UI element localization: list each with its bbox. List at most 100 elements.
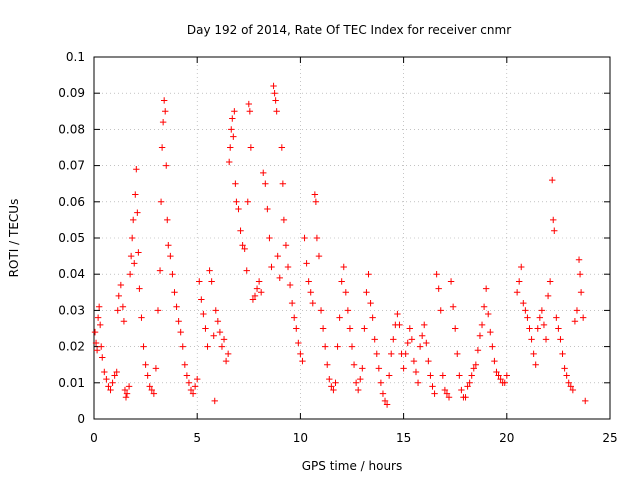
data-point xyxy=(183,372,191,379)
data-point xyxy=(532,361,539,368)
data-point xyxy=(165,242,172,249)
data-point xyxy=(544,292,552,300)
data-point xyxy=(394,310,401,318)
data-point xyxy=(571,318,579,325)
data-point xyxy=(447,278,455,285)
data-point xyxy=(421,321,428,329)
data-point xyxy=(330,386,337,394)
data-point xyxy=(456,372,463,379)
data-point xyxy=(375,365,383,372)
data-point xyxy=(173,303,180,310)
data-point xyxy=(179,343,186,350)
data-point xyxy=(569,386,577,394)
data-point xyxy=(324,361,331,368)
data-point xyxy=(167,252,174,260)
data-point xyxy=(286,281,294,289)
y-tick-label: 0.08 xyxy=(58,122,85,136)
data-point xyxy=(198,296,205,303)
data-point xyxy=(445,394,453,401)
data-point xyxy=(466,379,473,386)
y-tick-label: 0.1 xyxy=(66,50,85,64)
data-point xyxy=(515,278,523,285)
data-point xyxy=(233,198,240,205)
data-point xyxy=(218,343,226,350)
y-axis-label: ROTI / TECUs xyxy=(7,199,21,278)
data-point xyxy=(458,386,465,394)
data-point xyxy=(154,307,162,314)
data-point xyxy=(338,278,345,285)
data-point xyxy=(561,365,568,372)
data-point xyxy=(406,325,413,332)
data-point xyxy=(497,375,504,383)
data-point xyxy=(363,289,370,296)
data-point xyxy=(352,379,360,386)
data-point xyxy=(350,361,358,368)
data-point xyxy=(225,158,233,166)
data-point xyxy=(169,271,176,278)
data-point xyxy=(299,357,306,365)
data-point xyxy=(348,343,356,350)
axis-ticks: 0 0.01 0.02 0.03 0.04 0.05 0.06 0.07 0.08 0.09 0.1… xyxy=(58,50,617,445)
data-point xyxy=(122,394,130,401)
data-point xyxy=(551,227,558,234)
data-point xyxy=(230,133,237,140)
data-point xyxy=(99,354,106,361)
data-point xyxy=(162,108,169,115)
data-point xyxy=(493,368,500,376)
data-point xyxy=(563,372,570,379)
data-point xyxy=(249,296,257,303)
data-point xyxy=(542,336,550,343)
data-point xyxy=(579,314,587,321)
y-tick-label: 0.06 xyxy=(58,195,85,209)
data-point xyxy=(136,285,143,292)
data-point xyxy=(135,249,142,256)
x-tick-label: 10 xyxy=(293,431,308,445)
data-point xyxy=(423,339,430,347)
data-point xyxy=(270,82,277,90)
data-point xyxy=(245,100,252,108)
data-point xyxy=(273,108,280,115)
data-point xyxy=(518,263,525,271)
data-point xyxy=(530,350,537,358)
data-point xyxy=(96,321,104,329)
data-point xyxy=(549,176,556,184)
data-point xyxy=(416,343,424,350)
data-point xyxy=(253,285,261,292)
data-point xyxy=(334,343,341,350)
data-point xyxy=(251,292,259,300)
data-point xyxy=(159,118,167,126)
data-point xyxy=(520,299,527,307)
data-point xyxy=(439,372,447,379)
data-point xyxy=(565,379,572,386)
data-point xyxy=(101,368,108,376)
x-tick-label: 15 xyxy=(396,431,411,445)
data-point xyxy=(319,325,327,332)
data-point xyxy=(210,332,217,339)
data-point xyxy=(540,321,548,329)
data-point xyxy=(546,278,554,285)
data-point xyxy=(311,191,319,198)
data-point xyxy=(138,314,145,321)
data-point xyxy=(229,115,236,122)
data-point xyxy=(390,336,397,343)
data-point xyxy=(144,372,151,379)
data-point xyxy=(204,343,211,350)
data-point xyxy=(134,209,141,216)
data-point xyxy=(468,372,475,379)
data-point xyxy=(491,357,498,365)
data-point xyxy=(132,191,139,198)
data-point xyxy=(528,336,535,343)
data-point xyxy=(449,303,457,310)
data-point xyxy=(476,332,484,339)
data-point xyxy=(328,383,335,390)
data-point xyxy=(388,350,395,358)
data-point xyxy=(412,368,420,376)
data-point xyxy=(105,383,112,390)
data-point xyxy=(181,361,189,368)
data-point xyxy=(317,307,325,314)
data-point xyxy=(559,350,566,358)
data-point xyxy=(312,198,320,205)
data-point xyxy=(255,278,263,285)
data-point xyxy=(501,379,508,386)
data-point xyxy=(196,278,203,285)
